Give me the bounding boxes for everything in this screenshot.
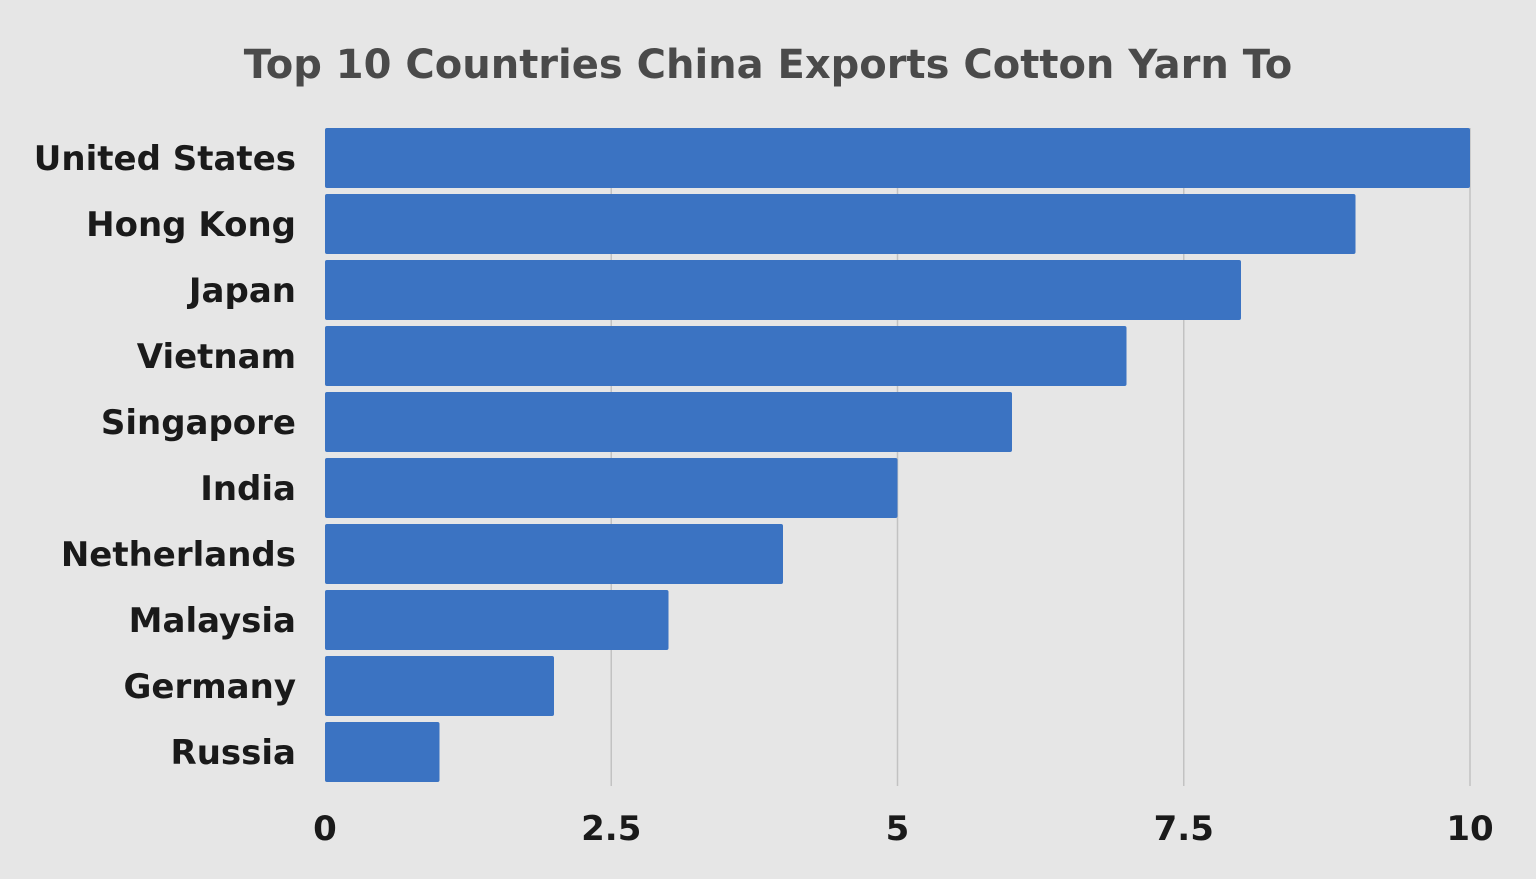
- bar: [325, 392, 1012, 452]
- category-labels: United States Hong Kong Japan Vietnam Singap…: [34, 139, 296, 773]
- category-label: Germany: [124, 667, 296, 707]
- x-tick-label: 7.5: [1154, 809, 1214, 849]
- chart-title: Top 10 Countries China Exports Cotton Ya…: [244, 42, 1292, 88]
- bar: [325, 260, 1241, 320]
- category-label: Hong Kong: [86, 205, 296, 245]
- bar: [325, 458, 898, 518]
- x-tick-label: 0: [313, 809, 337, 849]
- x-tick-label: 2.5: [581, 809, 641, 849]
- bar: [325, 128, 1470, 188]
- bar: [325, 656, 554, 716]
- category-label: United States: [34, 139, 296, 179]
- category-label: Vietnam: [137, 337, 296, 377]
- category-label: Singapore: [101, 403, 296, 443]
- x-tick-labels: 0 2.5 5 7.5 10: [313, 809, 1494, 849]
- category-label: Russia: [171, 733, 296, 773]
- x-tick-label: 5: [886, 809, 910, 849]
- bar: [325, 194, 1356, 254]
- category-label: Japan: [187, 271, 296, 311]
- bar: [325, 722, 440, 782]
- category-label: Malaysia: [129, 601, 296, 641]
- category-label: India: [200, 469, 296, 509]
- category-label: Netherlands: [61, 535, 296, 575]
- bar: [325, 524, 783, 584]
- bar: [325, 326, 1127, 386]
- x-tick-label: 10: [1446, 809, 1493, 849]
- bar: [325, 590, 669, 650]
- bars: [325, 128, 1470, 782]
